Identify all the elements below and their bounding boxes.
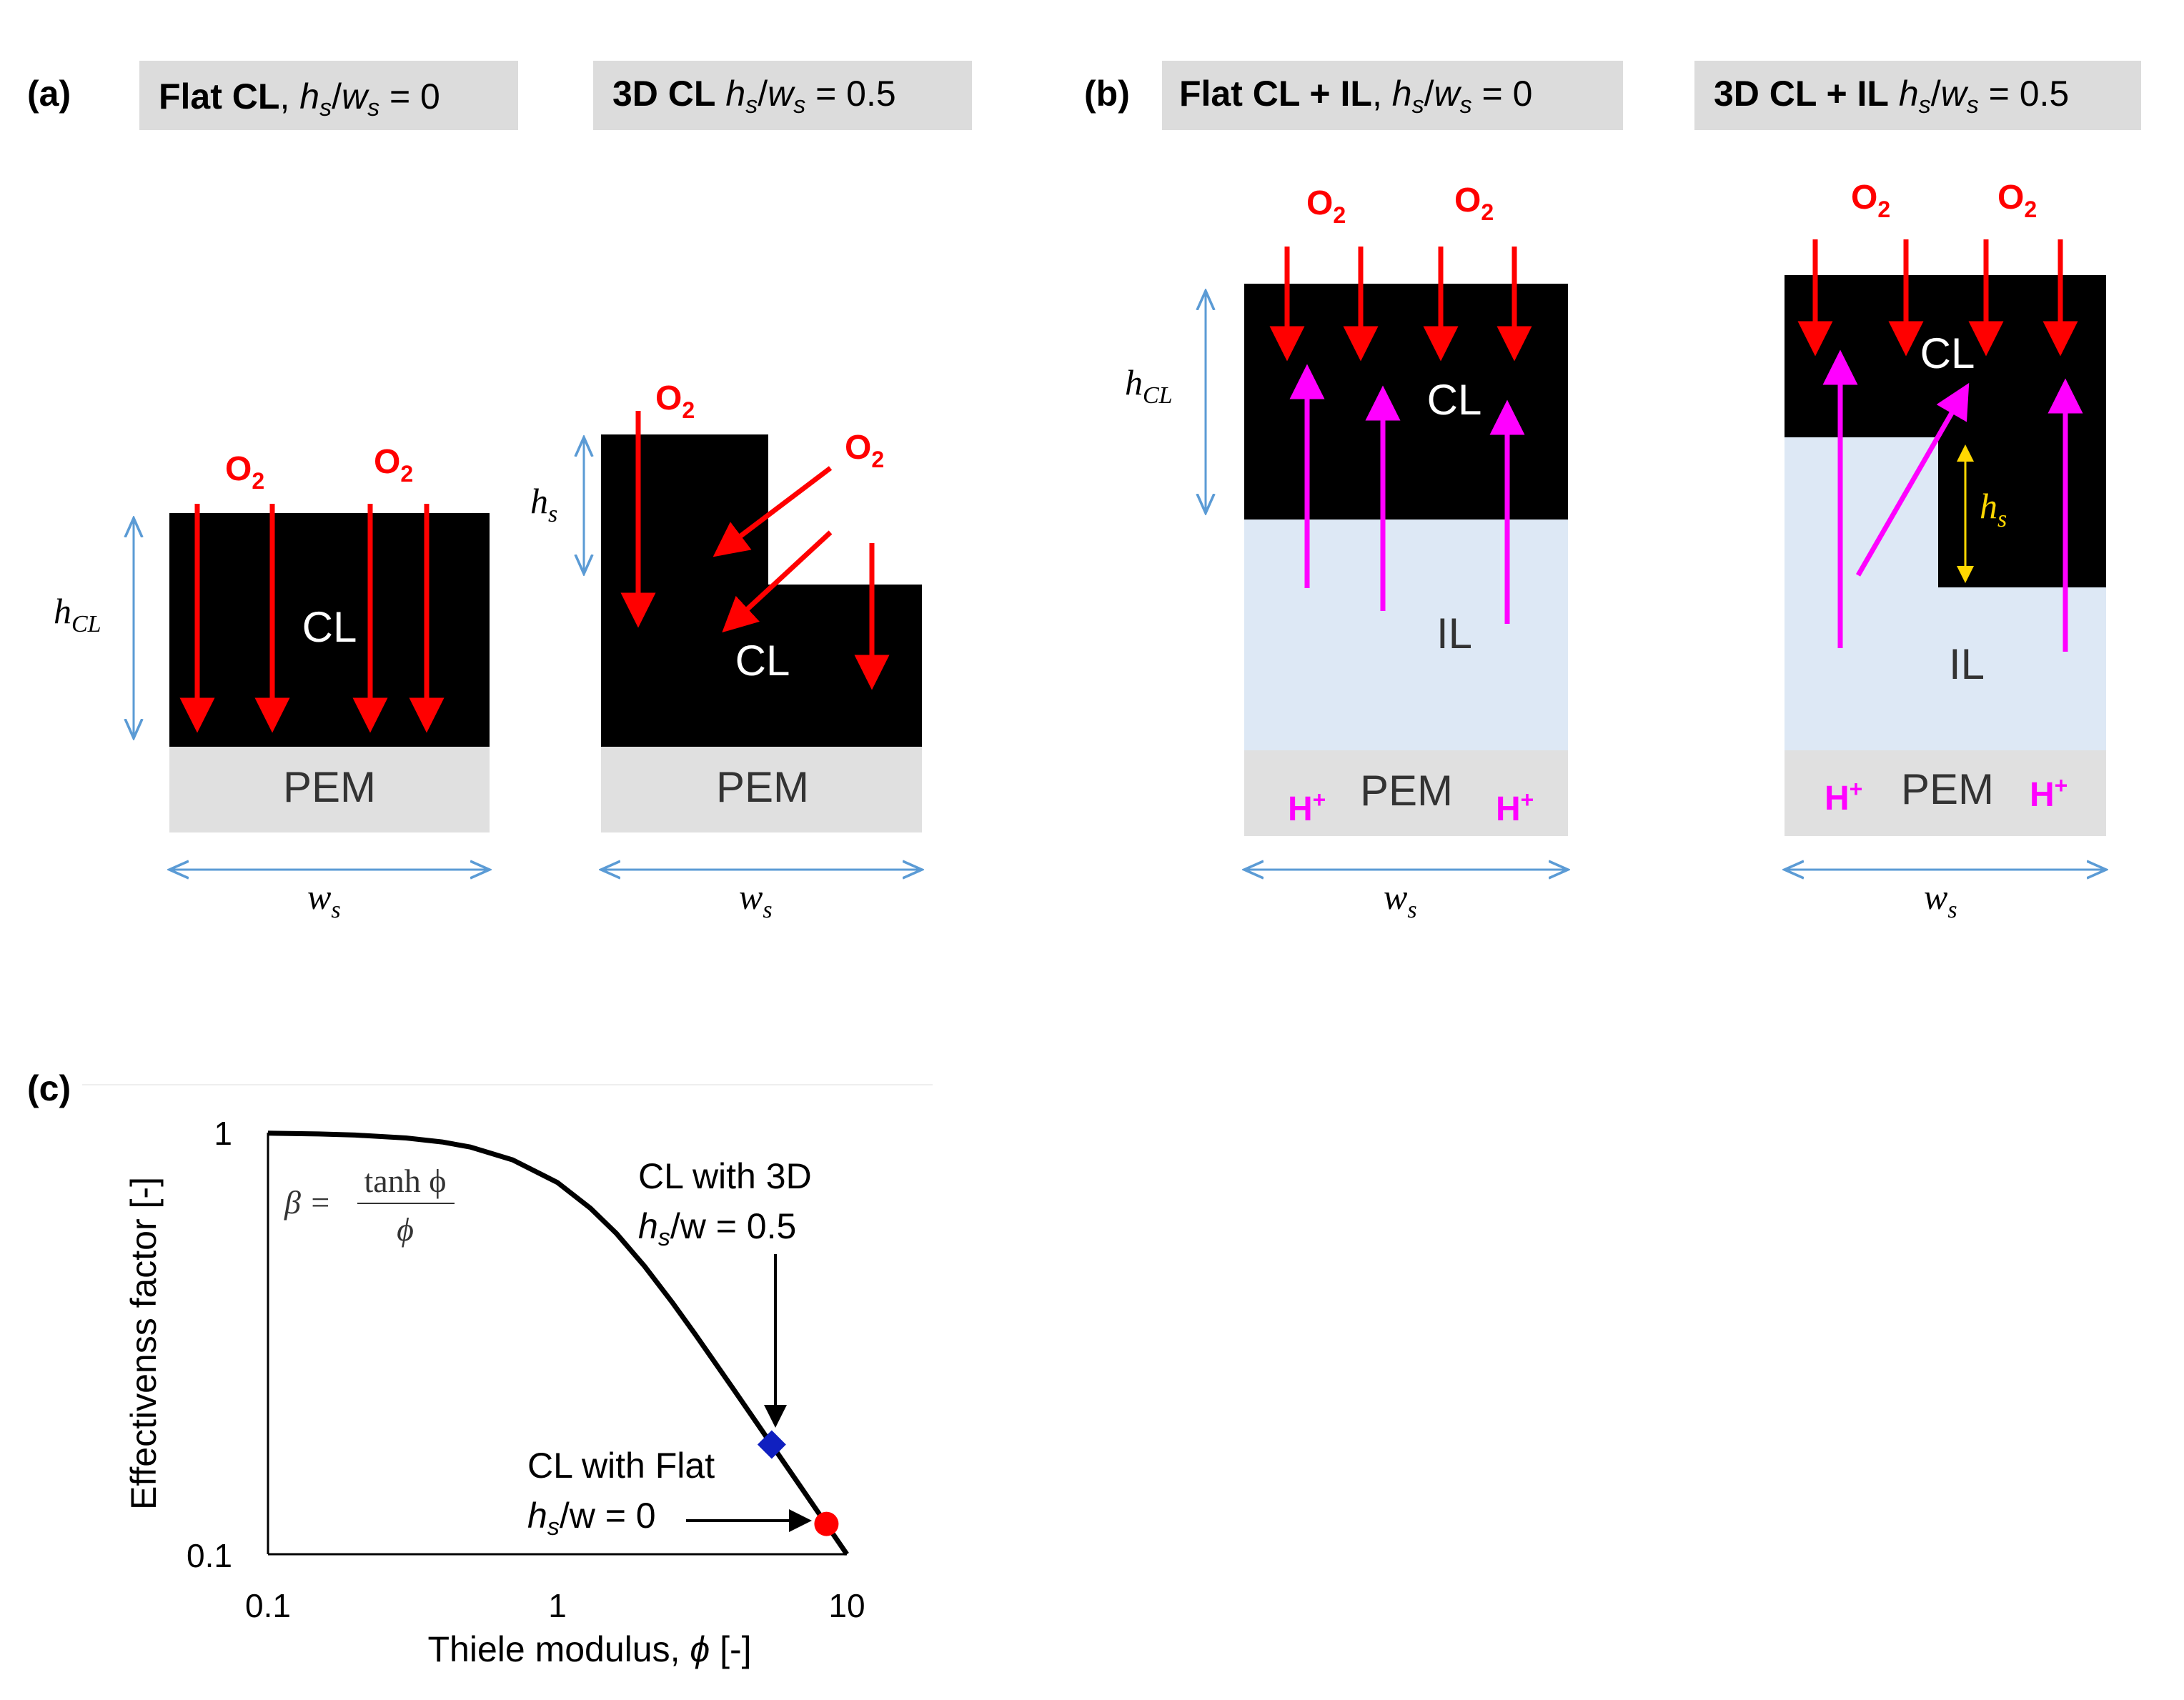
header-flat-cl: Flat CL, hs/ws = 0 xyxy=(159,76,440,121)
proton-arrows xyxy=(1822,349,2083,652)
proton-label: H+ xyxy=(1825,776,1862,817)
pem-label: PEM xyxy=(1360,767,1453,815)
header-box xyxy=(1694,61,2141,130)
cl-label: CL xyxy=(735,637,790,685)
proton-label: H+ xyxy=(1288,787,1326,828)
membrane xyxy=(169,747,490,832)
effectiveness-chart: 0.1 1 10 0.1 1 Thiele modulus, ϕ [-] Eff… xyxy=(124,1115,865,1669)
catalyst-layer-3d xyxy=(601,434,922,747)
formula-lhs: β = xyxy=(284,1184,331,1221)
w-s-label: ws xyxy=(307,877,341,923)
proton-arrows xyxy=(1289,364,1525,624)
catalyst-layer xyxy=(1244,284,1568,520)
catalyst-layer-3d xyxy=(1785,275,2106,587)
h-s-label: hs xyxy=(1980,486,2007,532)
proton-label: H+ xyxy=(1496,787,1534,828)
o2-label: O2 xyxy=(225,450,264,494)
x-tick-label: 0.1 xyxy=(245,1587,291,1624)
ionomer-layer xyxy=(1244,520,1568,750)
diagram-flat-cl: Flat CL, hs/ws = 0 CL PEM O2 O2 hCL ws xyxy=(54,61,518,923)
panel-c-label: (c) xyxy=(27,1068,71,1108)
panel-c: (c) 0.1 1 10 0.1 1 Thiele modulus, ϕ [-]… xyxy=(27,1068,933,1669)
annotation-3d-line2: hs/w = 0.5 xyxy=(638,1206,796,1251)
x-tick-label: 1 xyxy=(548,1587,567,1624)
h-cl-label: hCL xyxy=(1125,362,1173,409)
o2-label: O2 xyxy=(1454,182,1494,225)
o2-arrow xyxy=(722,530,833,633)
o2-arrows xyxy=(1797,239,2078,357)
formula-numerator: tanh ϕ xyxy=(364,1163,447,1199)
il-label: IL xyxy=(1436,610,1472,657)
cl-label: CL xyxy=(1427,376,1482,424)
h-s-label: hs xyxy=(530,481,557,527)
pem-label: PEM xyxy=(283,763,376,811)
point-cl-3d xyxy=(757,1430,786,1459)
o2-label: O2 xyxy=(1851,179,1890,222)
o2-label: O2 xyxy=(374,443,413,487)
w-s-label: ws xyxy=(739,877,773,923)
x-axis-label: Thiele modulus, ϕ [-] xyxy=(428,1629,752,1669)
membrane xyxy=(1785,750,2106,836)
proton-label: H+ xyxy=(2030,772,2068,814)
header-box xyxy=(1162,61,1623,130)
y-tick-label: 0.1 xyxy=(187,1537,232,1574)
o2-arrow xyxy=(713,466,833,557)
panel-a: (a) Flat CL, hs/ws = 0 CL PEM O2 O2 hCL … xyxy=(27,61,972,923)
panel-b: (b) Flat CL + IL, hs/ws = 0 CL IL PEM H+… xyxy=(1084,61,2141,923)
cl-label: CL xyxy=(302,603,357,651)
annotation-flat-line2: hs/w = 0 xyxy=(527,1496,656,1541)
il-label: IL xyxy=(1949,640,1985,688)
header-box xyxy=(593,61,972,130)
w-s-label: ws xyxy=(1384,877,1417,923)
formula-denominator: ϕ xyxy=(397,1211,414,1248)
o2-label: O2 xyxy=(1306,184,1346,228)
diagram-flat-cl-il: Flat CL + IL, hs/ws = 0 CL IL PEM H+ H+ … xyxy=(1125,61,1623,923)
proton-arrow xyxy=(1855,382,1970,577)
o2-label: O2 xyxy=(845,429,884,472)
series-line xyxy=(267,1130,849,1556)
pem-label: PEM xyxy=(716,763,809,811)
panel-b-label: (b) xyxy=(1084,74,1130,114)
o2-arrows xyxy=(620,411,890,690)
y-axis-label: Effectivenss factor [-] xyxy=(124,1177,164,1510)
formula: β = tanh ϕ ϕ xyxy=(284,1163,455,1248)
h-cl-label: hCL xyxy=(54,591,101,637)
membrane xyxy=(1244,750,1568,836)
diagram-3d-cl: 3D CL hs/ws = 0.5 CL PEM O2 O2 hs ws xyxy=(530,61,972,923)
annotation-flat-line1: CL with Flat xyxy=(527,1446,715,1486)
y-tick-label: 1 xyxy=(214,1115,232,1152)
point-cl-flat xyxy=(814,1511,839,1536)
header-3d-cl: 3D CL hs/ws = 0.5 xyxy=(612,74,896,119)
panel-a-label: (a) xyxy=(27,74,71,114)
diagram-3d-cl-il: 3D CL + IL hs/ws = 0.5 CL IL PEM H+ H+ O… xyxy=(1694,61,2141,923)
annotation-3d-line1: CL with 3D xyxy=(638,1156,812,1196)
o2-arrows xyxy=(179,504,445,733)
o2-label: O2 xyxy=(1997,179,2037,222)
header-3d-cl-il: 3D CL + IL hs/ws = 0.5 xyxy=(1714,74,2069,119)
membrane xyxy=(601,747,922,832)
header-box xyxy=(139,61,518,130)
x-tick-label: 10 xyxy=(828,1587,865,1624)
o2-label: O2 xyxy=(655,379,695,423)
o2-arrows xyxy=(1269,247,1532,362)
w-s-label: ws xyxy=(1924,877,1957,923)
cl-label: CL xyxy=(1920,329,1975,377)
header-flat-cl-il: Flat CL + IL, hs/ws = 0 xyxy=(1179,74,1532,119)
pem-label: PEM xyxy=(1901,765,1994,813)
